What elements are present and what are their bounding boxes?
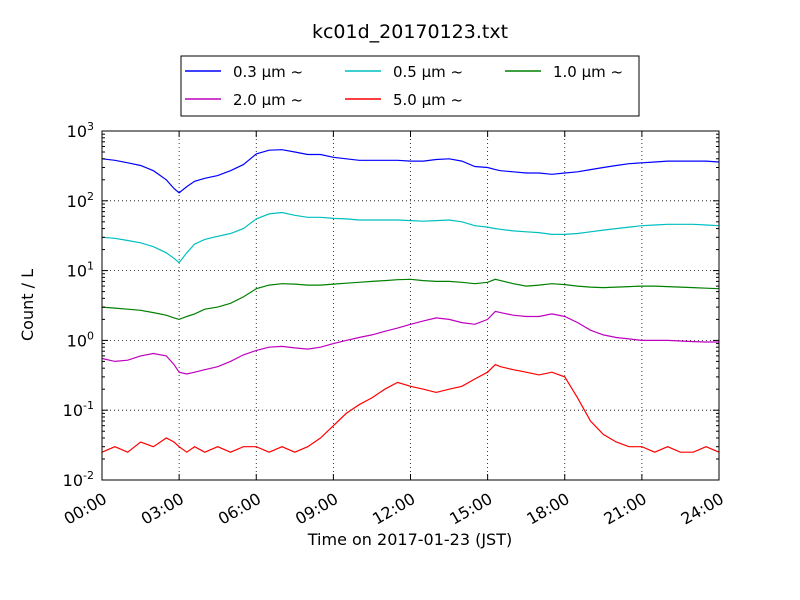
x-tick-label: 00:00 <box>61 489 110 529</box>
tick-layer: 00:00 03:00 06:00 09:00 12:00 15:00 18:00 21:00… <box>61 120 727 529</box>
series-layer <box>102 149 719 453</box>
series-line-4 <box>102 363 719 453</box>
x-tick-label: 09:00 <box>292 489 341 529</box>
legend-label-4: 5.0 μm ~ <box>393 91 463 109</box>
y-tick-label: 101 <box>67 260 94 281</box>
y-axis-label: Count / L <box>18 269 37 341</box>
x-tick-label: 12:00 <box>369 489 418 529</box>
grid-layer <box>101 130 720 481</box>
x-tick-label: 15:00 <box>446 489 495 529</box>
series-line-0 <box>102 149 719 194</box>
x-tick-label: 03:00 <box>138 489 187 529</box>
y-tick-label: 103 <box>67 120 94 141</box>
y-tick-label: 10-1 <box>63 399 94 420</box>
legend-label-2: 1.0 μm ~ <box>553 63 623 81</box>
series-line-2 <box>102 278 719 321</box>
x-tick-label: 21:00 <box>600 489 649 529</box>
y-tick-label: 100 <box>67 329 94 350</box>
legend-frame <box>180 55 640 117</box>
x-tick-label: 18:00 <box>523 489 572 529</box>
x-tick-label: 06:00 <box>215 489 264 529</box>
x-tick-label: 24:00 <box>678 489 727 529</box>
legend-label-0: 0.3 μm ~ <box>233 63 303 81</box>
series-line-3 <box>102 310 719 375</box>
legend-label-1: 0.5 μm ~ <box>393 63 463 81</box>
chart-title: kc01d_20170123.txt <box>312 21 508 43</box>
legend-label-3: 2.0 μm ~ <box>233 91 303 109</box>
legend: 0.3 μm ~ 0.5 μm ~ 1.0 μm ~ 2.0 μm ~ 5.0 μm ~ <box>180 55 640 117</box>
series-line-1 <box>102 211 719 264</box>
y-tick-label: 102 <box>67 190 94 211</box>
x-axis-label: Time on 2017-01-23 (JST) <box>307 530 512 549</box>
y-tick-label: 10-2 <box>63 469 94 490</box>
